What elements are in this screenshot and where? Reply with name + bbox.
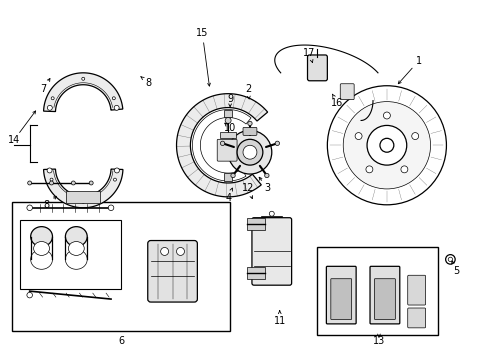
Circle shape bbox=[81, 201, 84, 203]
Circle shape bbox=[224, 117, 231, 123]
Polygon shape bbox=[43, 169, 122, 208]
Circle shape bbox=[47, 168, 52, 173]
Circle shape bbox=[228, 130, 271, 174]
Circle shape bbox=[383, 112, 389, 119]
Circle shape bbox=[243, 145, 256, 159]
Circle shape bbox=[71, 181, 75, 185]
FancyBboxPatch shape bbox=[147, 240, 197, 302]
Bar bbox=[224, 173, 232, 181]
Circle shape bbox=[89, 181, 93, 185]
Text: 17: 17 bbox=[303, 48, 315, 58]
Polygon shape bbox=[176, 94, 267, 197]
Polygon shape bbox=[192, 109, 250, 181]
Text: 15: 15 bbox=[196, 28, 208, 38]
Bar bbox=[20, 220, 121, 289]
Circle shape bbox=[411, 132, 418, 140]
Circle shape bbox=[275, 141, 279, 145]
Text: 12: 12 bbox=[241, 183, 254, 193]
FancyBboxPatch shape bbox=[374, 279, 394, 319]
Circle shape bbox=[220, 141, 224, 145]
Circle shape bbox=[81, 77, 84, 80]
Bar bbox=[317, 247, 438, 335]
Ellipse shape bbox=[65, 227, 87, 247]
Text: 10: 10 bbox=[224, 123, 236, 134]
Circle shape bbox=[447, 257, 452, 262]
Text: 8: 8 bbox=[145, 78, 151, 88]
Text: 5: 5 bbox=[452, 266, 459, 276]
Text: 9: 9 bbox=[226, 94, 233, 104]
Text: 16: 16 bbox=[330, 98, 343, 108]
Text: 2: 2 bbox=[244, 84, 250, 94]
Ellipse shape bbox=[34, 242, 49, 255]
FancyBboxPatch shape bbox=[307, 55, 326, 81]
Circle shape bbox=[27, 292, 32, 298]
Bar bbox=[246, 218, 264, 230]
Text: 7: 7 bbox=[41, 84, 46, 94]
Text: 3: 3 bbox=[264, 183, 270, 193]
FancyBboxPatch shape bbox=[243, 127, 256, 135]
Circle shape bbox=[28, 181, 32, 185]
Text: 8: 8 bbox=[43, 200, 49, 210]
Circle shape bbox=[27, 205, 32, 211]
FancyBboxPatch shape bbox=[369, 266, 399, 324]
Circle shape bbox=[365, 166, 372, 173]
Circle shape bbox=[113, 178, 116, 181]
FancyBboxPatch shape bbox=[340, 84, 353, 100]
Circle shape bbox=[247, 121, 252, 126]
Polygon shape bbox=[43, 73, 122, 112]
Bar bbox=[12, 202, 230, 331]
Circle shape bbox=[400, 166, 407, 173]
Ellipse shape bbox=[31, 227, 52, 247]
Circle shape bbox=[112, 97, 115, 100]
Circle shape bbox=[161, 247, 168, 255]
Circle shape bbox=[326, 86, 446, 205]
FancyBboxPatch shape bbox=[217, 139, 237, 161]
Text: 6: 6 bbox=[118, 336, 124, 346]
Text: 11: 11 bbox=[273, 316, 285, 326]
Bar bbox=[66, 191, 100, 203]
Circle shape bbox=[366, 125, 406, 165]
Circle shape bbox=[49, 181, 53, 185]
Circle shape bbox=[51, 97, 54, 100]
Ellipse shape bbox=[68, 242, 84, 255]
FancyBboxPatch shape bbox=[325, 266, 355, 324]
Circle shape bbox=[264, 173, 268, 178]
Ellipse shape bbox=[65, 249, 87, 269]
Bar bbox=[224, 109, 232, 117]
FancyBboxPatch shape bbox=[330, 279, 351, 319]
Circle shape bbox=[269, 211, 274, 216]
Text: 14: 14 bbox=[8, 135, 20, 145]
Circle shape bbox=[343, 102, 429, 189]
Bar bbox=[246, 267, 264, 279]
Circle shape bbox=[379, 138, 393, 152]
Circle shape bbox=[114, 168, 119, 173]
Circle shape bbox=[354, 132, 361, 140]
Text: 13: 13 bbox=[372, 336, 384, 346]
Text: 1: 1 bbox=[415, 56, 421, 66]
Circle shape bbox=[108, 205, 114, 211]
Circle shape bbox=[50, 178, 53, 181]
FancyBboxPatch shape bbox=[407, 308, 425, 328]
Circle shape bbox=[230, 173, 235, 178]
Circle shape bbox=[445, 255, 454, 264]
Circle shape bbox=[47, 105, 52, 110]
Ellipse shape bbox=[31, 249, 52, 269]
Circle shape bbox=[237, 139, 263, 165]
FancyBboxPatch shape bbox=[251, 218, 291, 285]
Circle shape bbox=[176, 247, 184, 255]
Text: 4: 4 bbox=[224, 193, 231, 203]
FancyBboxPatch shape bbox=[407, 275, 425, 305]
Circle shape bbox=[114, 105, 119, 110]
Bar bbox=[220, 132, 236, 138]
